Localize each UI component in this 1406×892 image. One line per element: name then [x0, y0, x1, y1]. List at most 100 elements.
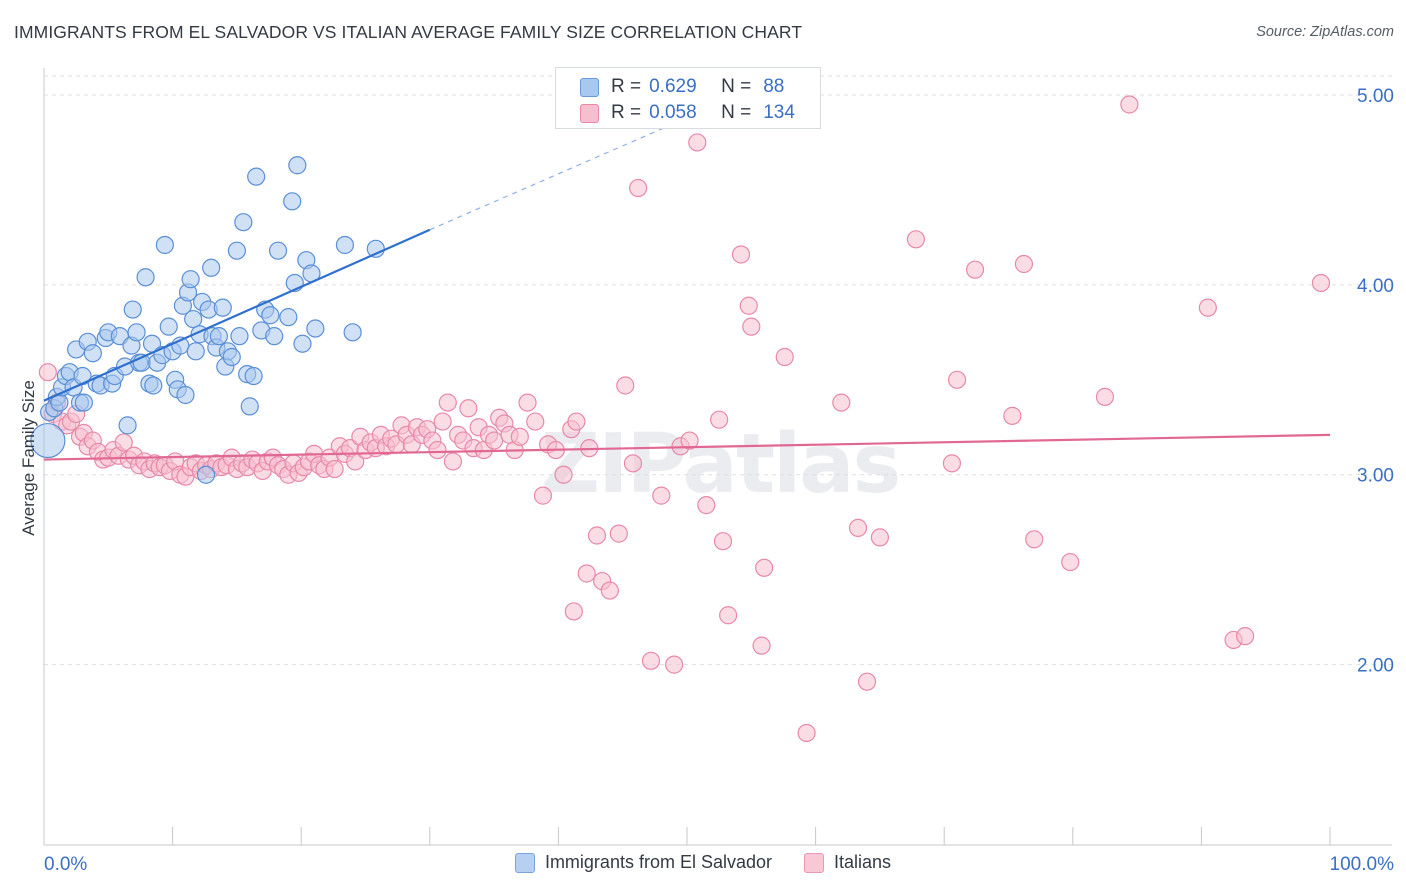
r-label: R = [611, 76, 642, 97]
legend-swatch-pink [804, 852, 825, 873]
italians-point [600, 581, 619, 600]
italians-point [1120, 95, 1139, 114]
italians-trend-line [43, 433, 1331, 461]
italians-point [1061, 552, 1080, 572]
el-salvador-point [306, 319, 325, 338]
stats-row-el-salvador: R = 0.629 N = 88 [580, 74, 784, 100]
el-salvador-point [159, 317, 178, 336]
italians-point [1095, 387, 1115, 406]
italians-point [719, 606, 738, 625]
italians-point [688, 133, 707, 152]
italians-point [713, 532, 733, 551]
el-salvador-point [136, 268, 155, 287]
el-salvador-point [184, 309, 203, 329]
italians-point [775, 347, 794, 367]
el-salvador-point [268, 241, 288, 260]
y-tick-label: 4.00 [1357, 276, 1394, 297]
italians-point [641, 651, 661, 670]
y-axis-label: Average Family Size [19, 380, 38, 536]
italians-point [710, 410, 729, 429]
italians-point [832, 393, 851, 412]
italians-point [857, 672, 877, 691]
italians-point [533, 486, 553, 505]
italians-point [438, 393, 457, 412]
pink-swatch [580, 103, 599, 123]
el-salvador-point [123, 300, 142, 319]
italians-point [1003, 406, 1022, 425]
n-value: 88 [763, 76, 785, 97]
el-salvador-trend-line [43, 228, 431, 402]
source-label: Source: ZipAtlas.com [1256, 24, 1394, 40]
trend-lines [43, 122, 1331, 461]
legend-label: Immigrants from El Salvador [544, 852, 773, 872]
italians-point [697, 496, 716, 515]
italians-point [731, 245, 751, 264]
el-salvador-point [213, 298, 232, 317]
italians-point [629, 178, 648, 198]
el-salvador-point [118, 416, 137, 435]
watermark: ZIPatlas [541, 417, 900, 512]
italians-point [443, 452, 463, 471]
el-salvador-point [230, 327, 249, 346]
el-salvador-point [30, 422, 66, 459]
italians-point [587, 526, 607, 545]
el-salvador-point [293, 334, 312, 353]
italians-point [665, 655, 684, 674]
italians-point [510, 427, 529, 446]
italians-point [755, 558, 774, 577]
el-salvador-point [279, 308, 298, 327]
legend-item-italians[interactable]: Italians [804, 852, 891, 873]
blue-swatch [580, 77, 599, 97]
italians-point [1025, 530, 1044, 549]
italians-point [518, 393, 537, 412]
legend-item-el-salvador[interactable]: Immigrants from El Salvador [514, 852, 773, 873]
el-salvador-point [186, 342, 205, 361]
italians-point [680, 431, 699, 450]
italians-point [797, 723, 816, 743]
el-salvador-point [343, 323, 362, 342]
el-salvador-point [155, 235, 174, 255]
italians-point [739, 296, 758, 315]
italians-point [1198, 298, 1217, 317]
el-salvador-point [265, 327, 284, 346]
italians-point [526, 412, 545, 431]
el-salvador-points [30, 156, 385, 484]
italians-point [870, 528, 890, 547]
el-salvador-point [283, 192, 302, 211]
r-value: 0.058 [649, 102, 697, 123]
el-salvador-point [127, 323, 146, 342]
italians-point [325, 459, 344, 479]
italians-point [577, 564, 596, 583]
n-value: 134 [763, 102, 795, 123]
italians-point [554, 465, 573, 484]
n-label: N = [721, 76, 752, 97]
el-salvador-point [181, 270, 200, 289]
stats-legend: R = 0.629 N = 88 R = 0.058 N = 134 [555, 67, 821, 129]
legend-swatch-blue [514, 852, 535, 873]
italians-point [428, 440, 447, 460]
r-label: R = [611, 102, 642, 123]
italians-point [567, 412, 586, 431]
el-salvador-point [83, 344, 102, 363]
italians-point [1236, 627, 1255, 646]
el-salvador-point [335, 235, 355, 255]
el-salvador-point [261, 306, 280, 325]
italians-point [742, 317, 761, 336]
x-tick-label-max: 100.0% [1330, 854, 1395, 875]
italians-point [623, 454, 643, 473]
axis-labels: 2.00 3.00 4.00 5.00 0.0% 100.0% Average Family… [19, 86, 1394, 875]
el-salvador-point [74, 393, 93, 412]
el-salvador-point [209, 327, 228, 346]
y-tick-label: 2.00 [1357, 656, 1394, 677]
italians-point [564, 602, 583, 621]
italians-point [1014, 254, 1034, 274]
italians-points [38, 95, 1331, 743]
el-salvador-point [247, 167, 266, 186]
r-value: 0.629 [649, 76, 697, 97]
italians-point [485, 431, 504, 450]
chart-title: IMMIGRANTS FROM EL SALVADOR VS ITALIAN A… [14, 22, 803, 42]
italians-point [965, 260, 985, 279]
el-salvador-point [196, 465, 216, 484]
el-salvador-point [202, 258, 221, 277]
